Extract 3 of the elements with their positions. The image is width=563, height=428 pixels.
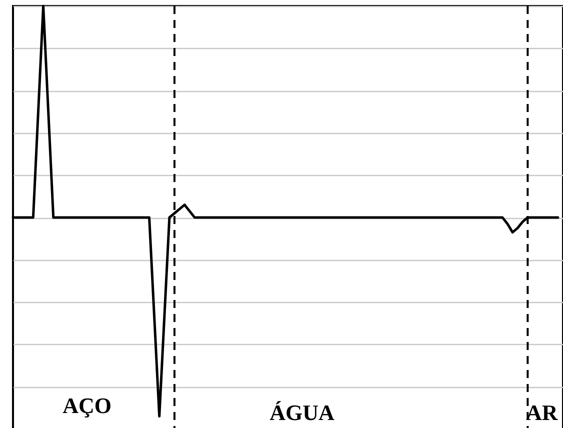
annotation: AÇO [62, 393, 112, 418]
annotation: AR [526, 400, 559, 425]
annotation: ÁGUA [270, 400, 334, 425]
